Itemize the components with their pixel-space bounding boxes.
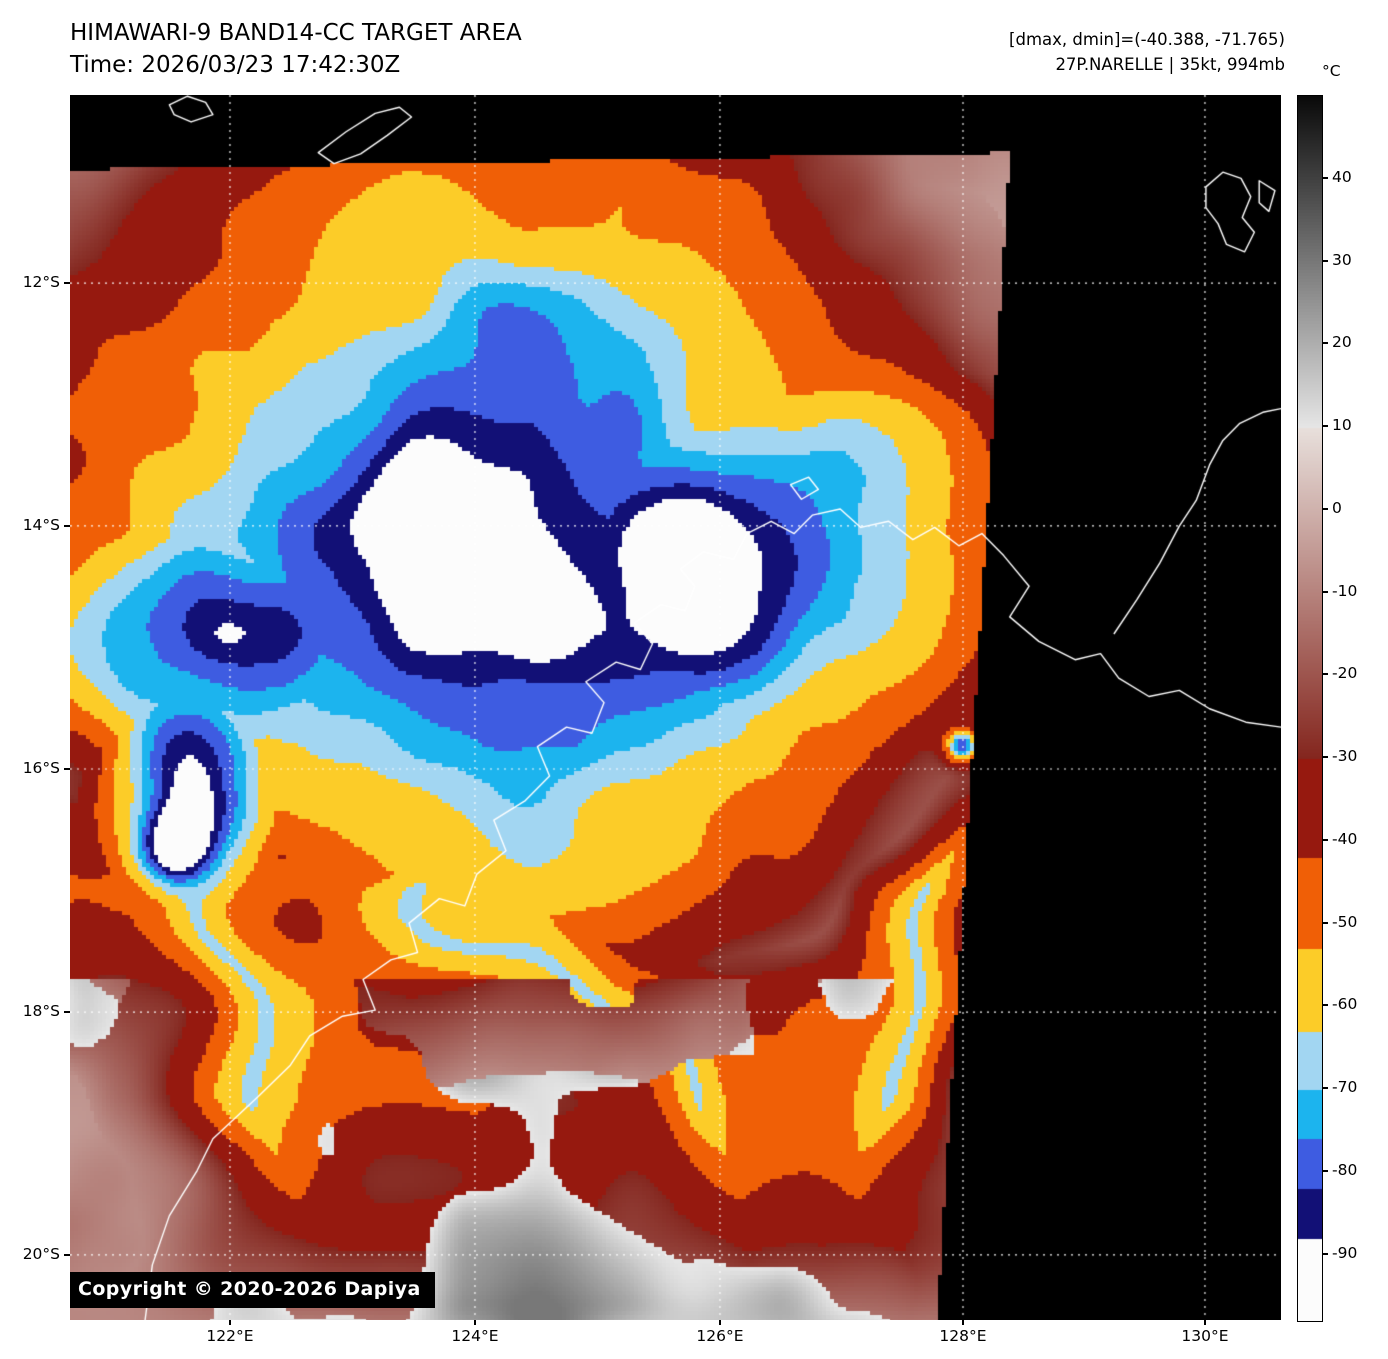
colorbar-tick-mark [1323, 1004, 1328, 1007]
satellite-ir-image [70, 95, 1281, 1320]
product-title: HIMAWARI-9 BAND14-CC TARGET AREA [70, 20, 522, 46]
lon-tick-label: 128°E [939, 1327, 987, 1345]
colorbar-tick-label: -70 [1332, 1078, 1358, 1097]
colorbar-unit-label: °C [1322, 62, 1341, 80]
lat-tick-mark [64, 1253, 70, 1256]
colorbar-tick-label: -10 [1332, 581, 1358, 600]
colorbar-tick-mark [1323, 507, 1328, 510]
colorbar-tick-label: 10 [1332, 416, 1352, 435]
colorbar-tick-mark [1323, 425, 1328, 428]
colorbar-tick-label: 20 [1332, 333, 1352, 352]
colorbar-tick-label: -40 [1332, 829, 1358, 848]
colorbar-tick-mark [1323, 838, 1328, 841]
colorbar-tick-mark [1323, 590, 1328, 593]
colorbar-tick-label: -20 [1332, 664, 1358, 683]
lat-tick-label: 20°S [22, 1244, 60, 1263]
colorbar-tick-mark [1323, 756, 1328, 759]
dmax-dmin-readout: [dmax, dmin]=(-40.388, -71.765) [1009, 30, 1285, 49]
lon-tick-label: 126°E [696, 1327, 744, 1345]
colorbar-tick-mark [1323, 1252, 1328, 1255]
lat-tick-mark [64, 524, 70, 527]
colorbar-tick-label: -90 [1332, 1243, 1358, 1262]
lat-tick-label: 14°S [22, 515, 60, 534]
lon-tick-mark [228, 1320, 231, 1325]
storm-info: 27P.NARELLE | 35kt, 994mb [1055, 55, 1285, 74]
colorbar-tick-label: -30 [1332, 747, 1358, 766]
lat-tick-label: 18°S [22, 1002, 60, 1021]
colorbar-tick-mark [1323, 921, 1328, 924]
lat-tick-mark [64, 767, 70, 770]
lat-tick-label: 16°S [22, 758, 60, 777]
lon-tick-mark [473, 1320, 476, 1325]
colorbar-tick-label: -60 [1332, 995, 1358, 1014]
product-time: Time: 2026/03/23 17:42:30Z [70, 52, 401, 78]
colorbar-tick-mark [1323, 1170, 1328, 1172]
colorbar-tick-mark [1323, 1087, 1328, 1090]
colorbar-tick-label: -50 [1332, 912, 1358, 931]
copyright-badge: Copyright © 2020-2026 Dapiya [70, 1272, 435, 1308]
colorbar-tick-label: 0 [1332, 498, 1342, 517]
lon-tick-label: 122°E [206, 1327, 254, 1345]
temperature-colorbar [1297, 95, 1323, 1322]
lat-tick-label: 12°S [22, 273, 60, 292]
colorbar-tick-label: -80 [1332, 1161, 1358, 1179]
colorbar-tick-mark [1323, 176, 1328, 179]
colorbar-tick-label: 30 [1332, 250, 1352, 269]
lat-tick-mark [64, 1011, 70, 1014]
colorbar-tick-mark [1323, 342, 1328, 345]
lat-tick-mark [64, 282, 70, 285]
lon-tick-label: 124°E [451, 1327, 499, 1345]
lon-tick-label: 130°E [1181, 1327, 1229, 1345]
lon-tick-mark [961, 1320, 964, 1325]
colorbar-tick-mark [1323, 259, 1328, 262]
lon-tick-mark [718, 1320, 721, 1325]
lon-tick-mark [1203, 1320, 1206, 1325]
colorbar-tick-mark [1323, 673, 1328, 676]
colorbar-tick-label: 40 [1332, 167, 1352, 186]
